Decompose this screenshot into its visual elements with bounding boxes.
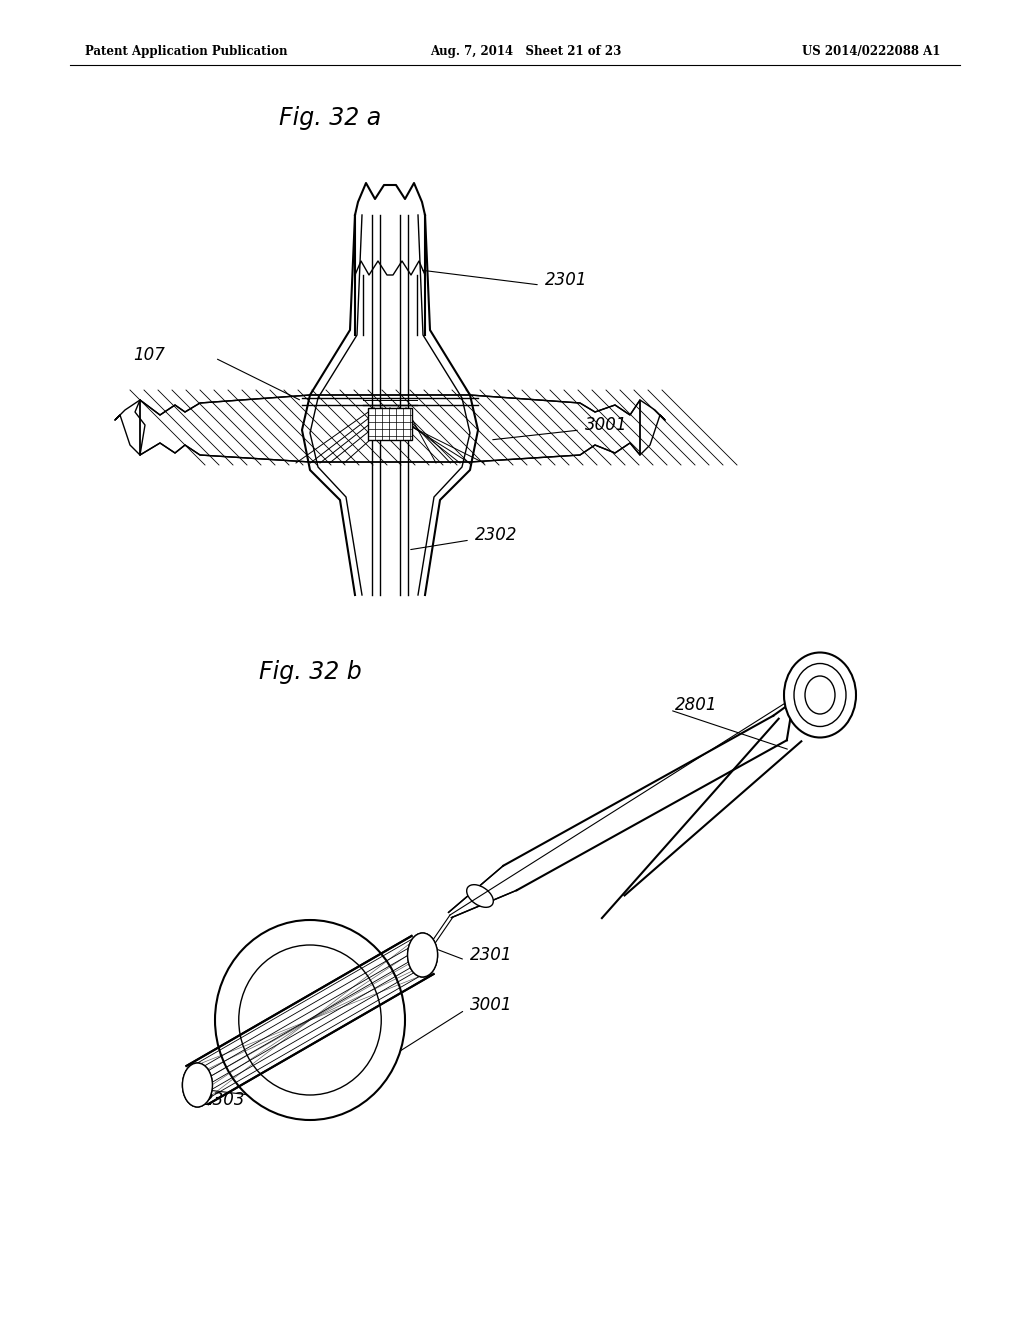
Ellipse shape xyxy=(215,920,406,1119)
Ellipse shape xyxy=(408,933,437,977)
Text: 2302: 2302 xyxy=(475,525,517,544)
Text: 2801: 2801 xyxy=(675,696,718,714)
Ellipse shape xyxy=(794,664,846,726)
Text: Aug. 7, 2014   Sheet 21 of 23: Aug. 7, 2014 Sheet 21 of 23 xyxy=(430,45,622,58)
Text: Fig. 32 a: Fig. 32 a xyxy=(279,106,381,129)
Text: 3001: 3001 xyxy=(585,416,628,434)
Text: 107: 107 xyxy=(133,346,165,364)
Ellipse shape xyxy=(408,933,437,977)
Text: 2301: 2301 xyxy=(545,271,588,289)
Text: Fig. 32 b: Fig. 32 b xyxy=(259,660,361,684)
Ellipse shape xyxy=(467,884,494,907)
Ellipse shape xyxy=(182,1063,212,1107)
Ellipse shape xyxy=(239,945,381,1096)
Text: 3001: 3001 xyxy=(470,997,512,1014)
Polygon shape xyxy=(140,395,640,462)
Ellipse shape xyxy=(805,676,835,714)
Bar xyxy=(368,408,412,440)
Ellipse shape xyxy=(182,1063,212,1107)
Text: 2303: 2303 xyxy=(203,1092,245,1109)
Ellipse shape xyxy=(784,652,856,738)
Text: US 2014/0222088 A1: US 2014/0222088 A1 xyxy=(802,45,940,58)
Text: Patent Application Publication: Patent Application Publication xyxy=(85,45,288,58)
Text: 2301: 2301 xyxy=(470,946,512,964)
